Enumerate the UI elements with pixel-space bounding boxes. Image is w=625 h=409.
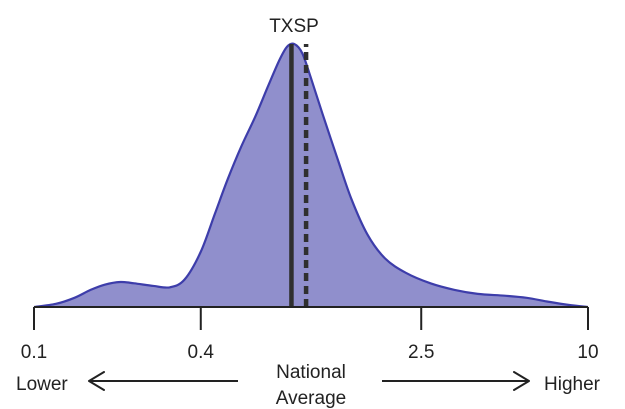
density-area	[34, 43, 588, 308]
x-tick-label-3: 2.5	[408, 342, 434, 363]
lower-label: Lower	[16, 374, 68, 395]
higher-label: Higher	[544, 374, 601, 395]
x-axis-ticks: 0.1 0.4 2.5 10	[21, 307, 599, 363]
x-tick-label-2: 0.4	[188, 342, 215, 363]
x-tick-label-4: 10	[577, 342, 598, 363]
right-arrow-head	[513, 371, 530, 391]
density-outline	[33, 42, 589, 309]
left-arrow-head	[88, 371, 105, 391]
marker-label: TXSP	[269, 16, 319, 37]
national-label: National	[276, 362, 346, 383]
average-label: Average	[276, 388, 346, 409]
x-tick-label-1: 0.1	[21, 342, 47, 363]
